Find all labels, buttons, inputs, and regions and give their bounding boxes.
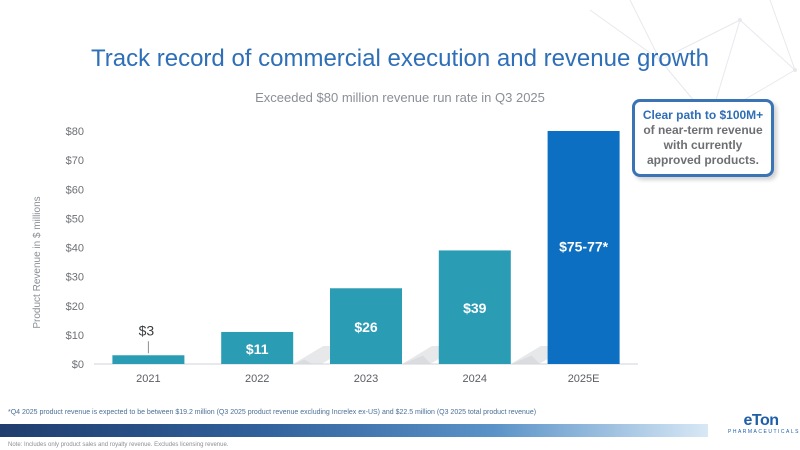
x-tick-label: 2021 [136,373,160,385]
y-tick-label: $30 [66,272,84,284]
callout-text: of near-term revenue with currently appr… [643,123,763,167]
footnote: *Q4 2025 product revenue is expected to … [8,409,537,416]
bar-2025E [547,131,620,364]
bar-2021 [112,355,185,364]
y-tick-label: $40 [66,243,84,255]
y-tick-label: $70 [66,155,84,167]
y-tick-label: $80 [66,126,84,138]
x-tick-label: 2024 [463,373,487,385]
logo-brand: eTon [743,412,779,429]
data-label: $75-77* [559,239,609,255]
company-logo: eTon PHARMACEUTICALS [728,412,800,436]
data-label: $3 [139,322,155,338]
revenue-bar-chart: $0 $10 $20 $30 $40 $50 $60 $70 $80 Product Revenu… [32,126,638,385]
page-title: Track record of commercial execution and… [90,45,710,72]
y-tick-label: $0 [72,359,84,371]
data-label: $11 [246,341,269,357]
x-tick-label: 2022 [245,373,269,385]
y-tick-label: $60 [66,184,84,196]
logo-subtitle: PHARMACEUTICALS [728,429,800,435]
callout-box: Clear path to $100M+ of near-term revenu… [632,99,774,177]
data-label: $26 [354,319,378,335]
y-tick-label: $20 [66,301,84,313]
data-label: $39 [463,300,487,316]
x-tick-label: 2023 [354,373,378,385]
callout-highlight: Clear path to $100M+ [642,108,764,122]
bar-2022 [221,331,294,364]
y-tick-label: $50 [66,213,84,225]
note: Note: Includes only product sales and ro… [8,442,229,448]
bar-2023 [330,288,402,364]
y-axis-label: Product Revenue in $ millions [32,196,43,328]
x-tick-label: 2025E [568,373,600,385]
bar-2024 [438,250,511,364]
page-subtitle: Exceeded $80 million revenue run rate in… [255,90,545,105]
y-tick-label: $10 [66,330,84,342]
bottom-gradient-bar [0,424,708,437]
